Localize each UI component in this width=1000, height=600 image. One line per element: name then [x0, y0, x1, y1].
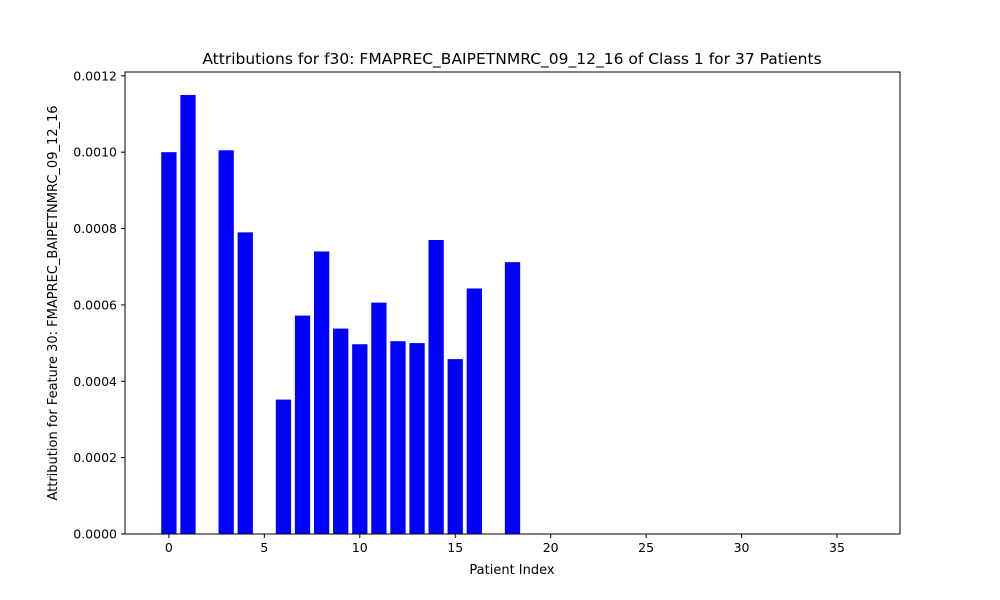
x-tick-label: 20 — [543, 540, 559, 555]
bar-patient-10 — [352, 344, 368, 534]
x-tick-label: 30 — [734, 540, 750, 555]
bar-patient-18 — [504, 262, 521, 534]
chart-title: Attributions for f30: FMAPREC_BAIPETNMRC… — [202, 50, 821, 69]
bar-patient-8 — [313, 251, 330, 535]
y-tick-label: 0.0012 — [73, 68, 117, 83]
y-tick-label: 0.0006 — [73, 297, 117, 312]
bar-patient-0 — [161, 152, 177, 534]
x-tick-label: 10 — [352, 540, 368, 555]
bar-patient-4 — [237, 232, 253, 534]
bar-patient-9 — [333, 328, 349, 534]
bar-patient-16 — [466, 288, 482, 534]
bar-patient-11 — [371, 302, 387, 534]
y-tick-label: 0.0000 — [73, 527, 117, 542]
x-tick-label: 15 — [447, 540, 463, 555]
x-tick-label: 5 — [260, 540, 268, 555]
y-tick-label: 0.0002 — [73, 450, 117, 465]
bars-group — [161, 94, 521, 535]
x-axis-label: Patient Index — [469, 563, 554, 578]
bar-patient-12 — [390, 341, 406, 534]
y-tick-label: 0.0004 — [73, 374, 117, 389]
y-tick-label: 0.0010 — [73, 145, 117, 160]
x-tick-label: 0 — [165, 540, 173, 555]
x-axis-ticks: 0 5 10 15 20 25 30 35 — [165, 534, 845, 555]
x-tick-label: 35 — [829, 540, 845, 555]
bar-patient-6 — [275, 399, 292, 534]
bar-patient-15 — [447, 359, 463, 534]
y-axis-label: Attribution for Feature 30: FMAPREC_BAIP… — [46, 105, 61, 500]
plot-frame — [124, 71, 901, 535]
bar-patient-7 — [294, 315, 311, 534]
bar-patient-14 — [428, 240, 444, 534]
y-axis-ticks: 0.0000 0.0002 0.0004 0.0006 0.0008 0.0010 0.00… — [73, 68, 125, 542]
y-tick-label: 0.0008 — [73, 221, 117, 236]
x-tick-label: 25 — [638, 540, 654, 555]
bar-patient-13 — [409, 343, 425, 534]
bar-patient-3 — [218, 150, 234, 535]
bar-patient-1 — [180, 94, 196, 534]
